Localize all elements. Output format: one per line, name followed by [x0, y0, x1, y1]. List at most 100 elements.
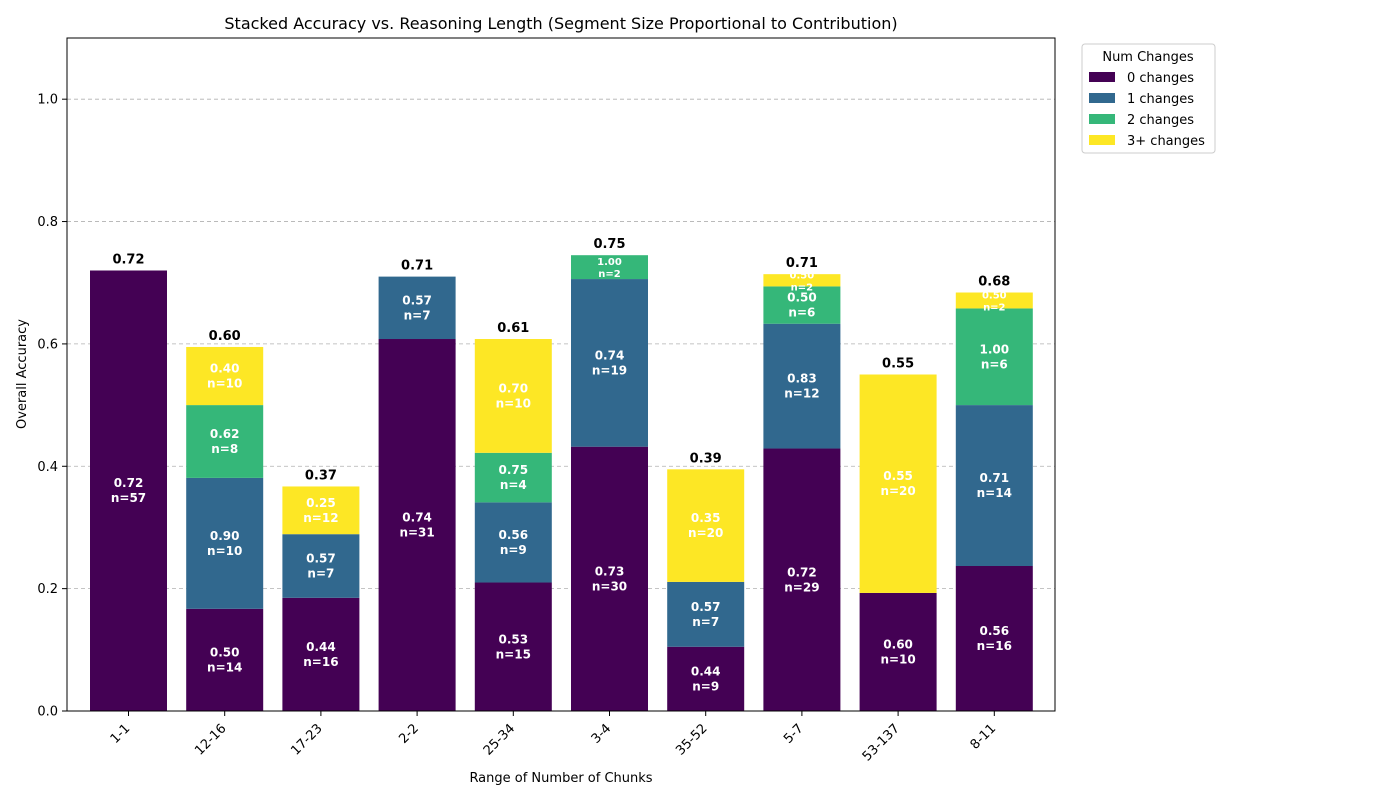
segment-count-label: n=9 [692, 679, 719, 693]
segment-accuracy-label: 0.50 [210, 645, 240, 659]
segment-count-label: n=29 [784, 580, 819, 594]
bar-segment [186, 477, 264, 609]
x-tick-label: 2-2 [396, 721, 422, 747]
segment-count-label: n=57 [111, 491, 146, 505]
segment-accuracy-label: 1.00 [597, 257, 622, 268]
y-tick-label: 0.8 [37, 215, 58, 230]
segment-count-label: n=14 [207, 660, 242, 674]
segment-count-label: n=4 [500, 478, 527, 492]
bar-segment [571, 279, 648, 447]
x-axis-label: Range of Number of Chunks [469, 771, 652, 786]
legend-title: Num Changes [1102, 50, 1194, 65]
segment-accuracy-label: 0.50 [790, 270, 815, 281]
bar-segment [474, 452, 552, 503]
segment-accuracy-label: 0.72 [114, 476, 144, 490]
segment-accuracy-label: 0.57 [402, 293, 432, 307]
x-tick-label: 17-23 [288, 721, 325, 758]
x-axis: 1-1 12-16 17-23 2-2 25-34 3-4 35-52 5-7 53-137 8-… [108, 711, 999, 764]
segment-accuracy-label: 0.50 [787, 291, 817, 305]
segment-count-label: n=16 [977, 639, 1012, 653]
segment-accuracy-label: 0.40 [210, 362, 240, 376]
segment-accuracy-label: 0.56 [498, 528, 528, 542]
legend-entry-label: 1 changes [1127, 92, 1194, 107]
segment-accuracy-label: 0.56 [979, 624, 1009, 638]
segment-accuracy-label: 0.62 [210, 427, 240, 441]
bar-total-label: 0.72 [112, 252, 144, 267]
bar-segment [474, 582, 552, 711]
segment-count-label: n=10 [880, 652, 915, 666]
segment-accuracy-label: 0.73 [595, 564, 625, 578]
legend-swatch [1089, 72, 1115, 82]
bar-segment [571, 255, 648, 280]
bar-total-label: 0.37 [305, 468, 337, 483]
x-tick-label: 53-137 [860, 721, 903, 764]
segment-count-label: n=20 [880, 484, 915, 498]
bar-segment [186, 405, 264, 478]
bar-segment [763, 448, 841, 711]
chart-title: Stacked Accuracy vs. Reasoning Length (S… [224, 14, 897, 33]
bar-total-label: 0.61 [497, 321, 529, 336]
bar-segment [90, 270, 167, 711]
bar-segment [763, 323, 841, 449]
segment-count-label: n=6 [981, 357, 1008, 371]
bar-segment [282, 597, 360, 711]
x-tick-label: 3-4 [589, 721, 615, 747]
segment-count-label: n=2 [598, 269, 620, 280]
segment-count-label: n=9 [500, 543, 527, 557]
bar-segment [186, 608, 264, 711]
segment-accuracy-label: 0.72 [787, 565, 817, 579]
segment-count-label: n=2 [983, 302, 1005, 313]
x-tick-label: 35-52 [673, 721, 710, 758]
segment-count-label: n=12 [784, 387, 819, 401]
segment-count-label: n=30 [592, 579, 627, 593]
x-tick-label: 1-1 [108, 721, 134, 747]
bar-segment [282, 534, 360, 598]
segment-accuracy-label: 0.71 [979, 471, 1009, 485]
segment-count-label: n=8 [211, 442, 238, 456]
segment-accuracy-label: 0.74 [402, 511, 432, 525]
bar-segment [378, 276, 456, 340]
bar-segment [763, 274, 841, 287]
bar-total-label: 0.55 [882, 357, 914, 372]
bar-total-label: 0.71 [786, 256, 818, 271]
segment-accuracy-label: 0.44 [306, 640, 336, 654]
bar-total-label: 0.68 [978, 275, 1010, 290]
segment-accuracy-label: 1.00 [979, 342, 1009, 356]
segment-accuracy-label: 0.50 [982, 290, 1007, 301]
segment-count-label: n=31 [399, 526, 434, 540]
segment-count-label: n=7 [692, 615, 719, 629]
segment-accuracy-label: 0.60 [883, 637, 913, 651]
segment-count-label: n=6 [788, 306, 815, 320]
bar-segment [571, 446, 648, 711]
segment-accuracy-label: 0.57 [306, 551, 336, 565]
bar-segment [282, 486, 360, 535]
legend-box [1081, 43, 1216, 154]
segment-count-label: n=14 [977, 486, 1012, 500]
segment-accuracy-label: 0.55 [883, 469, 913, 483]
legend-swatch [1089, 135, 1115, 145]
segment-accuracy-label: 0.75 [498, 463, 528, 477]
segment-count-label: n=7 [404, 308, 431, 322]
segment-count-label: n=12 [303, 511, 338, 525]
y-tick-label: 0.4 [37, 460, 58, 475]
bar-segment [859, 592, 937, 711]
segment-count-label: n=10 [207, 544, 242, 558]
y-tick-label: 0.0 [37, 705, 58, 720]
bar-segment [474, 339, 552, 453]
x-tick-label: 5-7 [781, 721, 807, 747]
legend-swatch [1089, 93, 1115, 103]
plot-frame [66, 37, 1056, 712]
y-axis: 0.0 0.2 0.4 0.6 0.8 1.0 [37, 93, 67, 720]
segment-count-label: n=10 [207, 377, 242, 391]
segment-labels: 0.72n=570.720.50n=140.90n=100.62n=80.40n… [111, 237, 1012, 693]
segment-count-label: n=2 [791, 282, 813, 293]
segment-accuracy-label: 0.35 [691, 511, 721, 525]
bar-segment [667, 581, 745, 647]
bar-segment [955, 292, 1033, 309]
bar-segment [474, 502, 552, 583]
segment-count-label: n=15 [496, 647, 531, 661]
segment-accuracy-label: 0.74 [595, 348, 625, 362]
bar-segment [859, 374, 937, 593]
segment-count-label: n=20 [688, 526, 723, 540]
